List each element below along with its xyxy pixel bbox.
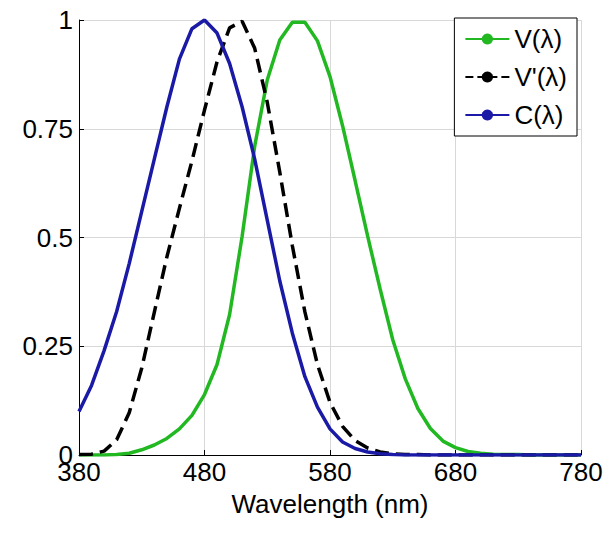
svg-text:0.25: 0.25 bbox=[22, 331, 73, 361]
svg-text:380: 380 bbox=[57, 457, 100, 487]
svg-text:0.75: 0.75 bbox=[22, 114, 73, 144]
svg-text:1: 1 bbox=[59, 5, 73, 35]
svg-text:580: 580 bbox=[308, 457, 351, 487]
svg-text:680: 680 bbox=[434, 457, 477, 487]
svg-text:780: 780 bbox=[559, 457, 602, 487]
svg-text:V(λ): V(λ) bbox=[514, 24, 562, 54]
svg-text:C(λ): C(λ) bbox=[514, 100, 563, 130]
svg-text:480: 480 bbox=[183, 457, 226, 487]
svg-text:Wavelength (nm): Wavelength (nm) bbox=[232, 489, 429, 519]
svg-text:0.5: 0.5 bbox=[37, 223, 73, 253]
svg-text:0: 0 bbox=[58, 440, 73, 470]
svg-text:V'(λ): V'(λ) bbox=[514, 62, 567, 92]
